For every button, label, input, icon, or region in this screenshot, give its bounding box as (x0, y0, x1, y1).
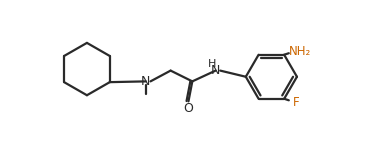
Text: N: N (211, 64, 220, 77)
Text: N: N (141, 75, 151, 88)
Text: O: O (184, 102, 193, 115)
Text: F: F (292, 96, 299, 109)
Text: H: H (208, 59, 217, 69)
Text: NH₂: NH₂ (289, 45, 311, 58)
